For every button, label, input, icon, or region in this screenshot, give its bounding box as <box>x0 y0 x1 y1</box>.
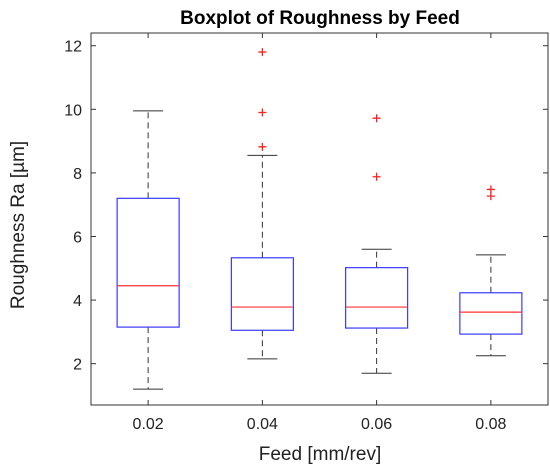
axes-frame <box>90 32 549 406</box>
y-tick-label: 4 <box>73 293 82 310</box>
outlier-marker <box>258 142 267 151</box>
outlier-marker <box>258 48 267 57</box>
x-tick-label: 0.08 <box>475 416 506 433</box>
outlier-marker <box>258 108 267 117</box>
outlier-marker <box>372 172 381 181</box>
y-tick-label: 10 <box>64 102 82 119</box>
plot-area: 2 4 6 8 10 12 0.02 0.04 0.06 0.08 <box>64 32 549 433</box>
x-axis-label: Feed [mm/rev] <box>259 444 381 465</box>
y-axis-label: Roughness Ra [µm] <box>8 141 29 309</box>
y-tick-label: 2 <box>73 357 82 374</box>
outlier-marker <box>486 192 495 201</box>
x-tick-label: 0.06 <box>361 416 392 433</box>
chart-title: Boxplot of Roughness by Feed <box>180 8 460 29</box>
x-tick-label: 0.04 <box>247 416 278 433</box>
y-tick-label: 12 <box>64 39 82 56</box>
outlier-marker <box>372 114 381 123</box>
y-tick-label: 8 <box>73 166 82 183</box>
y-tick-label: 6 <box>73 229 82 246</box>
box <box>459 292 523 335</box>
outlier-marker <box>486 185 495 194</box>
box <box>230 257 294 331</box>
box <box>345 267 409 329</box>
x-tick-label: 0.02 <box>133 416 164 433</box>
box <box>116 197 180 328</box>
